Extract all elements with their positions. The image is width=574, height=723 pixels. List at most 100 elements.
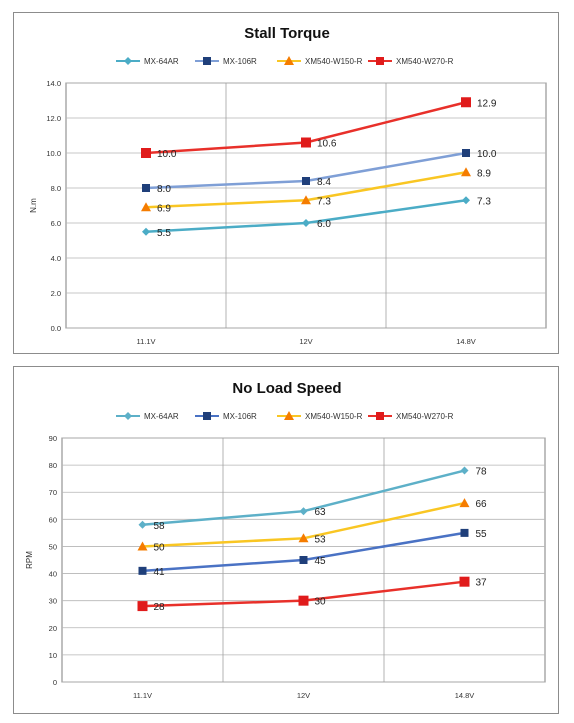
torque-legend: MX-64AR MX-106R XM540-W150-R XM540-W270-R [116, 56, 454, 66]
speed-point-mx-64ar [460, 466, 469, 475]
torque-point-xm540-w150-r [301, 195, 311, 205]
torque-y-axis-label: N.m [29, 198, 38, 213]
speed-point-xm540-w150-r [298, 533, 309, 543]
torque-data-label-xm540-w150-r: 7.3 [317, 196, 331, 207]
speed-series-mx-106r: 41 45 55 [138, 528, 487, 578]
torque-ytick-label: 4.0 [51, 254, 61, 263]
torque-series-mx-106r: 8.0 8.4 10.0 [142, 149, 497, 195]
speed-point-xm540-w270-r [298, 595, 309, 606]
torque-data-label-mx-106r: 8.4 [317, 177, 331, 188]
speed-ytick-label: 60 [49, 515, 57, 524]
speed-legend-label-xm540-w270-r: XM540-W270-R [396, 412, 454, 421]
torque-ytick-label: 10.0 [46, 149, 61, 158]
speed-series-xm540-w150-r: 50 53 66 [137, 498, 488, 553]
speed-legend-xm540-w270-r-marker [376, 412, 384, 420]
torque-data-label-xm540-w150-r: 8.9 [477, 168, 491, 179]
torque-data-label-mx-64ar: 7.3 [477, 196, 491, 207]
torque-legend-label-xm540-w150-r: XM540-W150-R [305, 57, 363, 66]
speed-xtick-label: 14.8V [455, 691, 475, 700]
speed-data-label-mx-64ar: 63 [315, 507, 327, 518]
speed-ytick-label: 90 [49, 434, 57, 443]
torque-ytick-label: 8.0 [51, 184, 61, 193]
speed-ytick-label: 40 [49, 570, 57, 579]
torque-xtick-label: 11.1V [136, 337, 155, 346]
torque-series-mx-64ar: 5.5 6.0 7.3 [142, 196, 491, 239]
speed-ytick-label: 0 [53, 678, 57, 687]
speed-point-xm540-w270-r [459, 576, 470, 587]
torque-legend-label-mx-64ar: MX-64AR [144, 57, 179, 66]
torque-legend-xm540-w150-r-marker [284, 56, 294, 65]
torque-xtick-label: 12V [299, 337, 312, 346]
speed-series-mx-64ar: 58 63 78 [138, 466, 488, 532]
speed-data-label-xm540-w270-r: 30 [315, 597, 327, 608]
torque-legend-mx-106r-marker [203, 57, 211, 65]
speed-data-label-xm540-w150-r: 66 [476, 499, 488, 510]
speed-y-axis-label: RPM [25, 551, 34, 569]
speed-data-label-mx-106r: 41 [154, 567, 166, 578]
torque-point-mx-106r [142, 184, 150, 192]
torque-series-xm540-w270-r: 10.0 10.6 12.9 [141, 97, 497, 160]
no-load-speed-chart: No Load Speed MX-64AR MX-106R XM540-W150-R X… [25, 380, 546, 700]
speed-data-label-mx-106r: 45 [315, 556, 327, 567]
torque-legend-mx-64ar-marker [124, 57, 132, 65]
torque-plot-area [65, 82, 547, 329]
speed-data-label-xm540-w270-r: 28 [154, 602, 166, 613]
torque-point-xm540-w270-r [141, 148, 151, 158]
torque-ytick-label: 12.0 [46, 114, 61, 123]
speed-xtick-label: 12V [297, 691, 310, 700]
torque-point-xm540-w270-r [461, 97, 471, 108]
speed-xtick-label: 11.1V [133, 691, 152, 700]
torque-ytick-label: 2.0 [51, 289, 61, 298]
torque-data-label-mx-106r: 8.0 [157, 184, 171, 195]
torque-ytick-label: 6.0 [51, 219, 61, 228]
stall-torque-chart-panel: Stall Torque MX-64AR MX-106R XM540-W150-R XM… [13, 12, 559, 354]
torque-data-label-xm540-w270-r: 10.0 [157, 149, 177, 160]
stall-torque-chart: Stall Torque MX-64AR MX-106R XM540-W150-R XM… [29, 25, 547, 346]
torque-legend-label-mx-106r: MX-106R [223, 57, 257, 66]
torque-data-label-xm540-w150-r: 6.9 [157, 203, 171, 214]
torque-point-mx-64ar [142, 227, 150, 236]
torque-legend-label-xm540-w270-r: XM540-W270-R [396, 57, 454, 66]
speed-data-label-xm540-w270-r: 37 [476, 578, 488, 589]
torque-chart-title: Stall Torque [244, 25, 330, 42]
speed-legend-label-mx-106r: MX-106R [223, 412, 257, 421]
torque-point-xm540-w150-r [141, 202, 151, 212]
torque-data-label-xm540-w270-r: 12.9 [477, 98, 497, 109]
speed-point-mx-64ar [299, 507, 308, 516]
speed-ytick-label: 80 [49, 461, 57, 470]
speed-point-xm540-w150-r [137, 541, 148, 551]
speed-data-label-xm540-w150-r: 50 [154, 542, 166, 553]
speed-ytick-label: 10 [49, 651, 57, 660]
torque-point-xm540-w150-r [461, 167, 471, 177]
speed-legend-xm540-w150-r-marker [284, 411, 294, 420]
speed-point-mx-106r [138, 566, 147, 575]
torque-data-label-mx-64ar: 6.0 [317, 219, 331, 230]
speed-ytick-label: 50 [49, 542, 57, 551]
speed-legend-label-mx-64ar: MX-64AR [144, 412, 179, 421]
torque-xtick-label: 14.8V [456, 337, 476, 346]
speed-point-xm540-w150-r [459, 498, 470, 508]
speed-ytick-label: 30 [49, 597, 57, 606]
speed-point-xm540-w270-r [137, 601, 148, 612]
speed-data-label-xm540-w150-r: 53 [315, 534, 327, 545]
speed-ytick-label: 70 [49, 488, 57, 497]
speed-point-mx-106r [299, 556, 308, 564]
speed-series-xm540-w270-r: 28 30 37 [137, 576, 488, 613]
speed-data-label-mx-64ar: 78 [476, 467, 488, 478]
torque-data-label-mx-64ar: 5.5 [157, 228, 171, 239]
speed-data-label-mx-64ar: 58 [154, 521, 166, 532]
torque-point-mx-106r [302, 177, 310, 185]
speed-ytick-label: 20 [49, 624, 57, 633]
torque-data-label-xm540-w270-r: 10.6 [317, 139, 337, 150]
no-load-speed-chart-panel: No Load Speed MX-64AR MX-106R XM540-W150-R X… [13, 366, 559, 714]
torque-point-mx-64ar [302, 219, 310, 227]
speed-chart-title: No Load Speed [232, 380, 341, 397]
torque-data-label-mx-106r: 10.0 [477, 149, 497, 160]
torque-ytick-label: 0.0 [51, 324, 61, 333]
speed-legend: MX-64AR MX-106R XM540-W150-R XM540-W270-R [116, 411, 454, 421]
torque-point-mx-64ar [462, 196, 470, 205]
torque-legend-xm540-w270-r-marker [376, 57, 384, 65]
speed-point-mx-64ar [138, 520, 147, 529]
speed-legend-mx-106r-marker [203, 412, 211, 420]
torque-series-xm540-w150-r: 6.9 7.3 8.9 [141, 167, 491, 214]
